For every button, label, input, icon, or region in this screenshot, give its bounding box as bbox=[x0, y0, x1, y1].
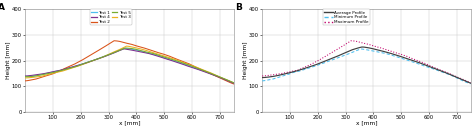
X-axis label: x [mm]: x [mm] bbox=[356, 120, 377, 126]
Legend: Test 1, Test 4, Test 2, Test 5, Test 3: Test 1, Test 4, Test 2, Test 5, Test 3 bbox=[90, 9, 132, 25]
Legend: Average Profile, Minimum Profile, Maximum Profile: Average Profile, Minimum Profile, Maximu… bbox=[323, 9, 370, 25]
Text: A: A bbox=[0, 3, 5, 12]
Text: B: B bbox=[235, 3, 242, 12]
Y-axis label: Height [mm]: Height [mm] bbox=[243, 42, 248, 79]
X-axis label: x [mm]: x [mm] bbox=[118, 120, 140, 126]
Y-axis label: Height [mm]: Height [mm] bbox=[6, 42, 11, 79]
